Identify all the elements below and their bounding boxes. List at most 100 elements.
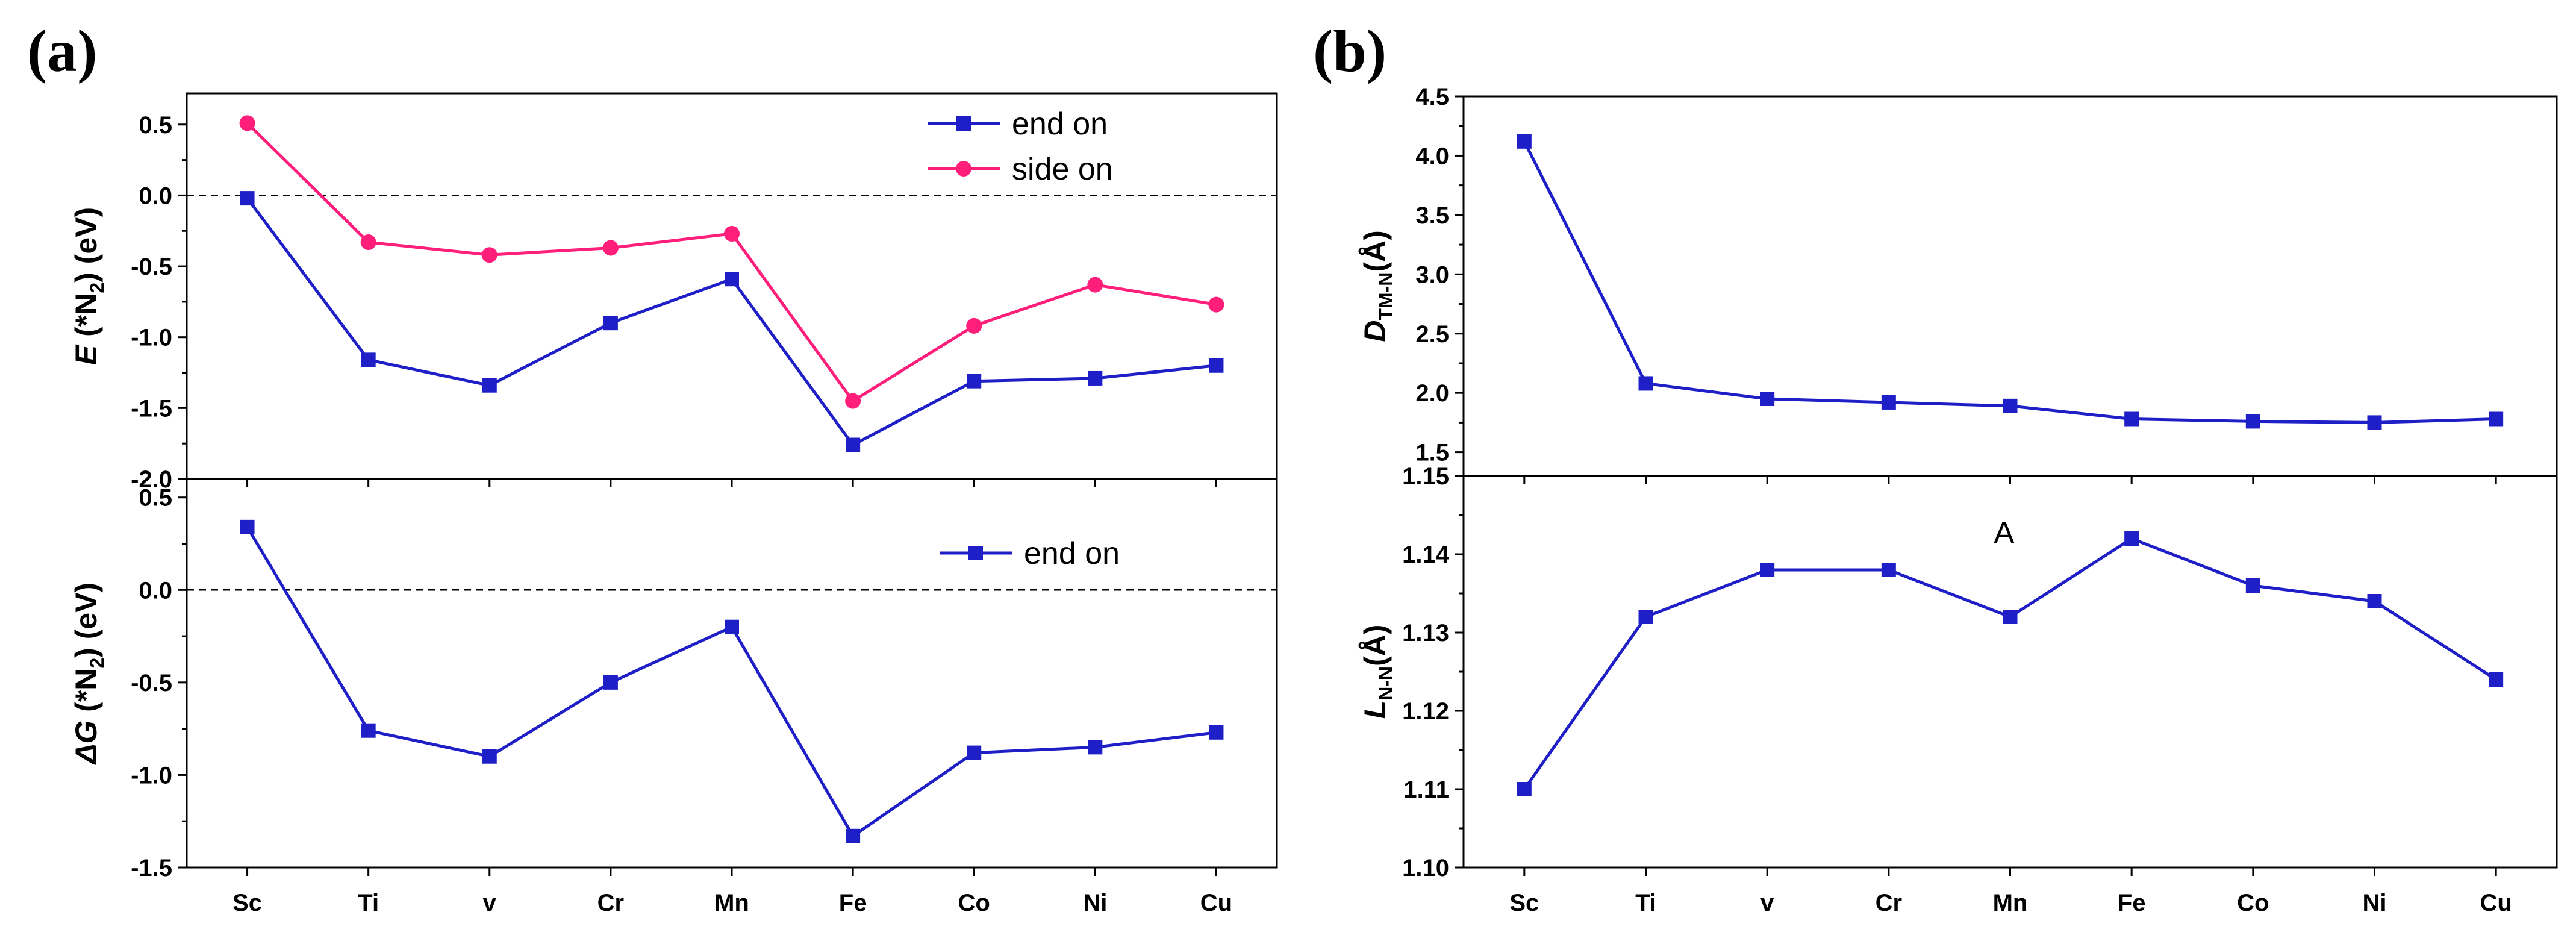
chart-a-bottom: -1.5 -1.0 -0.5 0.0 0.5 Sc Ti v Cr Mn Fe Co Ni Cu ΔG (*… [69,478,1278,916]
data-point-v [1760,392,1775,407]
x-tick-label-Ti: Ti [1635,890,1656,916]
panel-a-label: (a) [27,17,98,84]
chart-a-top: -2.0 -1.5 -1.0 -0.5 0.0 0.5 E (*N2) (eV) end on… [69,92,1278,493]
y-tick-label: 4.5 [1415,84,1449,110]
x-tick-label-Fe: Fe [839,890,867,916]
data-point-v [1760,563,1775,577]
y-axis-label-end: ) (eV) [69,207,103,283]
data-point-Ti [1638,610,1653,624]
x-tick-label-Mn: Mn [1993,890,2028,916]
y-axis-label-subscript: N-N [1375,666,1397,701]
y-axis-label-main: L [1358,701,1392,719]
data-point-Mn [724,225,740,242]
y-axis-label-subscript: 2 [86,283,108,293]
data-point-Ni [2367,594,2382,608]
data-point-Mn [725,272,739,287]
x-tick-label-Cr: Cr [597,890,624,916]
y-tick-label: -2.0 [131,466,172,493]
data-point-Fe [846,828,861,843]
y-axis-label: E (*N2) (eV) [69,207,108,365]
data-point-Cr [1881,395,1896,410]
data-point-Cr [603,675,618,690]
x-tick-label-Cu: Cu [1200,890,1232,916]
y-tick-label: 0.0 [139,577,172,604]
y-axis-label: LN-N(Å) [1358,625,1397,719]
legend-label-1: side on [1012,152,1113,187]
y-axis-label-subscript: TM-N [1375,272,1397,320]
annotation-a: A [1994,516,2015,551]
data-point-Ni [1088,370,1103,386]
y-axis-label-main: E [69,344,103,365]
data-point-Sc [1517,134,1532,149]
legend-marker [956,116,971,131]
data-point-Ni [2367,415,2382,430]
data-point-Cr [603,316,618,331]
legend-marker [956,161,971,177]
series-line-0 [1523,140,2496,424]
data-point-Cu [2489,672,2504,687]
data-point-Co [967,745,982,760]
y-axis-label-end: (Å) [1358,230,1392,272]
x-tick-label-Ti: Ti [358,890,379,916]
data-point-Mn [725,619,739,634]
data-point-Sc [1517,782,1532,796]
data-point-Fe [845,393,861,409]
y-axis-label-end: (Å) [1358,625,1392,666]
data-point-Ti [360,234,376,251]
data-point-Cu [1208,296,1224,313]
data-point-Fe [846,437,861,452]
data-point-Sc [239,115,255,131]
x-tick-label-Ni: Ni [1083,890,1107,916]
y-tick-label: 0.0 [139,183,172,209]
y-tick-label: 1.12 [1402,698,1449,725]
data-point-Cr [602,240,619,256]
x-tick-label-Ni: Ni [2363,890,2387,916]
y-axis-label-rest: (*N [69,293,103,345]
y-tick-label: 1.10 [1402,855,1449,881]
y-tick-label: 0.5 [139,112,172,139]
y-tick-label: 1.15 [1402,463,1449,490]
y-tick-label: 2.5 [1415,321,1449,348]
y-axis-label: ΔG (*N2) (eV) [69,583,108,765]
y-tick-label: 1.13 [1402,620,1449,646]
data-point-Ni [1088,740,1103,755]
y-tick-label: 4.0 [1415,143,1449,169]
legend-label-0: end on [1012,107,1108,142]
data-point-Ti [1638,376,1653,391]
y-axis-label: DTM-N(Å) [1358,230,1397,342]
x-tick-label-Co: Co [2237,890,2269,916]
y-tick-label: -1.5 [131,855,172,881]
y-tick-label: -1.0 [131,325,172,351]
legend-marker [968,546,983,560]
data-point-Cu [1209,358,1224,373]
legend-label-0: end on [1024,536,1120,571]
chart-b-bottom: 1.10 1.11 1.12 1.13 1.14 1.15 Sc Ti v Cr Mn Fe Co Ni C… [1358,463,2558,916]
x-tick-label-Co: Co [958,890,990,916]
x-tick-label-v: v [483,890,497,916]
series-line-0 [246,526,1217,839]
plots: -2.0-1.5-1.0-0.50.00.5E (*N2) (eV)end on… [69,84,2558,916]
y-tick-label: 3.0 [1415,261,1449,288]
x-tick-label-Fe: Fe [2118,890,2146,916]
data-point-Ti [361,352,376,367]
x-tick-label-Cu: Cu [2480,890,2512,916]
data-point-Ti [361,723,376,738]
chart-b-top: 1.5 2.0 2.5 3.0 3.5 4.0 4.5 DTM-N(Å) [1358,84,2558,484]
x-tick-label-Cr: Cr [1876,890,1902,916]
y-tick-label: -0.5 [131,670,172,696]
data-point-Co [2245,578,2260,593]
y-tick-label: 3.5 [1415,202,1449,229]
y-tick-label: 2.0 [1415,380,1449,407]
panel-b-label: (b) [1313,17,1386,84]
data-point-Co [966,317,982,334]
data-point-Fe [2124,531,2139,546]
plot-frame [1462,95,2558,477]
data-point-v [482,749,497,764]
y-axis-label-rest: (*N [69,669,103,721]
data-point-Mn [2003,610,2018,624]
y-tick-label: -1.5 [131,395,172,422]
data-point-Cr [1881,563,1896,577]
data-point-Mn [2003,398,2018,413]
data-point-v [481,247,497,263]
